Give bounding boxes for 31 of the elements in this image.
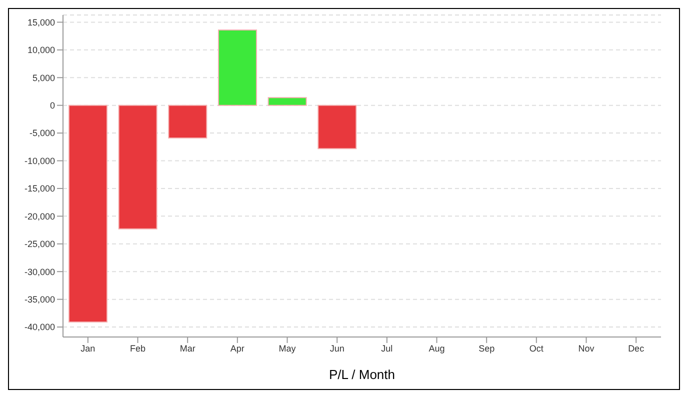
y-tick-label: -30,000 [24,266,55,277]
y-tick-label: -20,000 [24,211,55,222]
bar [118,104,158,230]
x-tick-label: Feb [130,343,146,354]
y-tick-label: -25,000 [24,239,55,250]
y-tick-label: 0 [50,100,55,111]
x-tick-label: Jul [381,343,393,354]
bar [218,29,257,106]
y-tick-label: -35,000 [24,294,55,305]
x-tick-label: May [278,343,296,354]
x-tick-label: Mar [180,343,196,354]
y-tick-label: -5,000 [29,128,55,138]
x-tick-label: Oct [529,343,544,354]
y-tick-label: 15,000 [27,17,55,28]
x-tick-label: Apr [230,343,244,354]
y-tick-label: 10,000 [27,45,55,56]
x-tick-label: Jun [330,343,344,354]
x-tick-label: Aug [428,343,445,354]
y-tick-label: 5,000 [32,72,55,83]
y-tick-label: -15,000 [24,184,55,194]
bar [168,104,208,139]
x-tick-label: Sep [478,343,495,354]
y-tick-label: -10,000 [24,156,55,166]
x-tick-label: Jan [80,343,96,354]
x-tick-label: Dec [628,343,645,354]
bar [268,97,307,106]
y-tick-label: -40,000 [24,322,55,332]
x-axis-title: P/L / Month [329,367,395,382]
bar [68,104,108,323]
bar [318,104,357,150]
x-tick-label: Nov [578,343,595,354]
